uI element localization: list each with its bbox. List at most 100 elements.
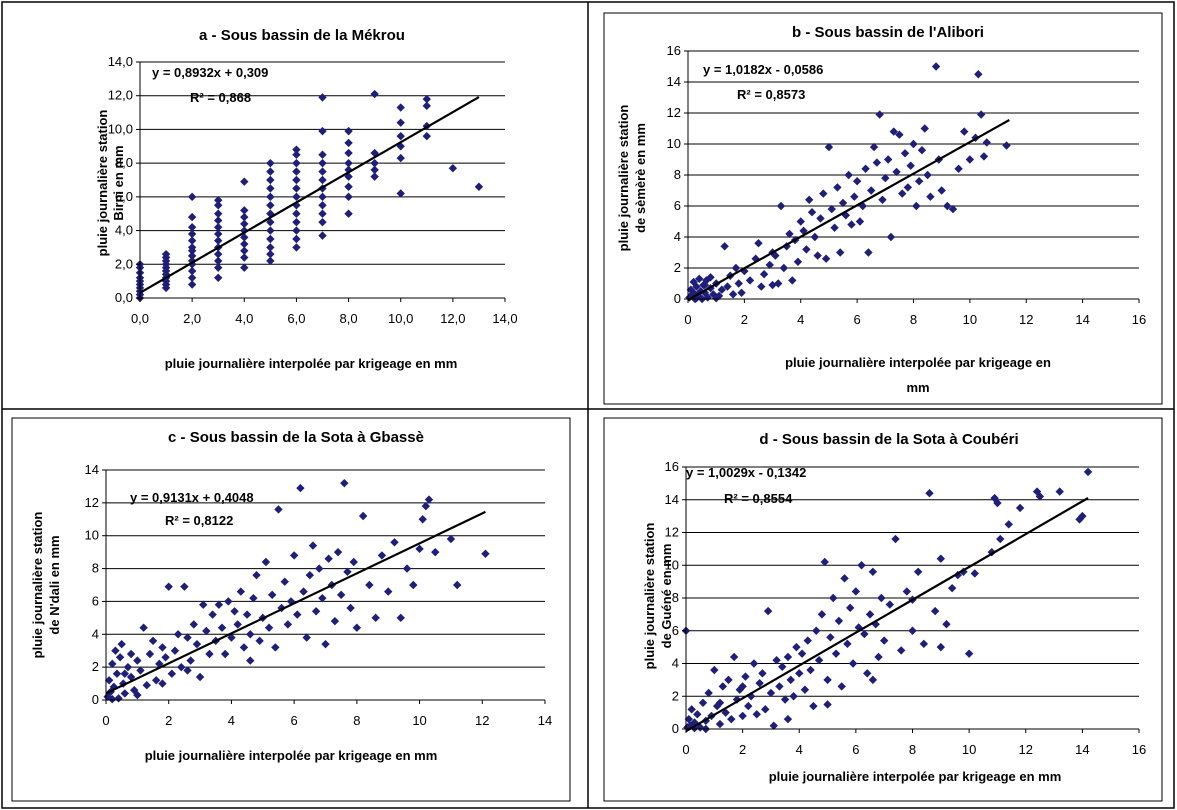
chart-a-point (292, 184, 301, 193)
chart-a-point (266, 256, 275, 266)
chart-d-title: d - Sous bassin de la Sota à Coubéri (759, 431, 1018, 448)
chart-a-point (292, 226, 301, 235)
chart-b-y-tick-label: 8 (674, 167, 681, 182)
chart-d-x-label: pluie journalière interpolée par krigeag… (769, 769, 1062, 784)
chart-d-point (783, 714, 793, 724)
chart-b-border (603, 12, 1163, 405)
chart-a-point (266, 243, 275, 252)
chart-a-point (266, 201, 275, 210)
chart-a: a - Sous bassin de la Mékrou 0,0 2,0 4,0 6,… (95, 27, 518, 371)
chart-c-point (289, 551, 299, 560)
chart-a-point (318, 192, 327, 202)
chart-d-point (851, 587, 861, 596)
chart-d-y-tick-label: 14 (665, 492, 679, 507)
chart-c-point (415, 544, 424, 554)
chart-b-point (807, 208, 817, 217)
chart-b-point (847, 220, 856, 229)
chart-b-point (696, 287, 705, 296)
chart-d-point (953, 570, 962, 580)
chart-d-point (1015, 503, 1025, 513)
chart-c-point (377, 551, 387, 560)
chart-d-x-ticks: 0 2 4 6 8 10 12 14 16 (682, 729, 1146, 757)
chart-c-point (255, 636, 264, 646)
chart-c-point (418, 515, 427, 524)
chart-b-x-ticks: 0 2 4 6 8 10 12 14 16 (684, 299, 1146, 327)
chart-b-point (982, 138, 991, 147)
chart-d-point (829, 593, 838, 603)
chart-c-point (108, 694, 117, 704)
chart-c-y-label-line2: de N'dali en mm (47, 535, 62, 634)
chart-c-point (183, 666, 192, 675)
chart-a-point (292, 158, 301, 168)
chart-a-point (214, 201, 223, 210)
chart-c-point (402, 564, 412, 573)
chart-b-regression-line (687, 119, 1010, 301)
chart-b-point (771, 251, 780, 260)
chart-a-y-tick-label: 6,0 (115, 189, 133, 204)
chart-a-point (187, 212, 197, 222)
chart-b-point (855, 217, 865, 226)
chart-d-point (871, 620, 880, 629)
chart-a-point (396, 103, 405, 112)
chart-b-point (926, 192, 935, 201)
chart-b-y-tick-label: 6 (674, 198, 681, 213)
chart-a-point (370, 172, 379, 181)
chart-c-point (330, 616, 340, 626)
chart-b-point (931, 62, 941, 71)
chart-b-point (799, 226, 808, 235)
chart-b-point (776, 201, 786, 211)
chart-a-point (187, 236, 197, 245)
chart-d-point (840, 574, 849, 583)
chart-c-point (220, 649, 230, 659)
chart-d-point (715, 698, 725, 707)
chart-c-x-tick-label: 14 (538, 713, 552, 728)
chart-a-point (344, 192, 353, 202)
chart-d-x-tick-label: 2 (739, 742, 746, 757)
chart-a-y-tick-label: 12,0 (108, 88, 133, 103)
chart-a-point (240, 239, 249, 249)
chart-b-y-tick-label: 10 (667, 136, 681, 151)
chart-d-point (925, 489, 934, 498)
chart-a-point (396, 153, 405, 163)
chart-d-point (959, 567, 968, 576)
chart-b-point (914, 177, 924, 186)
chart-d-point (823, 675, 832, 685)
chart-b-x-tick-label: 16 (1132, 312, 1146, 327)
chart-b-point (906, 161, 915, 170)
chart-d-border (603, 417, 1163, 802)
chart-b-point (960, 127, 969, 136)
chart-b-point (765, 260, 774, 270)
chart-a-point (318, 167, 327, 176)
chart-c-x-tick-label: 10 (412, 713, 426, 728)
chart-d-x-tick-label: 14 (1075, 742, 1089, 757)
chart-d-point (778, 662, 787, 671)
chart-c-point (139, 623, 148, 632)
chart-a-point (292, 167, 301, 176)
chart-a-title: a - Sous bassin de la Mékrou (199, 27, 405, 44)
chart-b-point (872, 158, 882, 167)
chart-a-point (214, 256, 223, 266)
chart-c-point (321, 639, 330, 649)
chart-d-point (772, 656, 781, 665)
chart-b-point (816, 214, 825, 223)
chart-c-y-tick-label: 10 (85, 528, 99, 543)
chart-a-point (448, 164, 458, 173)
chart-b-point (943, 201, 952, 211)
chart-d-point (715, 719, 725, 729)
chart-d: d - Sous bassin de la Sota à Coubéri 0 2 4… (642, 431, 1146, 784)
chart-a-point (318, 158, 327, 168)
chart-c-point (133, 690, 142, 700)
chart-d-point (817, 610, 827, 619)
chart-c-point (249, 593, 258, 603)
chart-a-point (214, 196, 223, 205)
chart-d-point (908, 626, 917, 635)
chart-d-point (800, 685, 810, 694)
chart-c-point (189, 620, 198, 629)
chart-c-y-tick-label: 8 (92, 561, 99, 576)
chart-c-point (396, 613, 405, 623)
chart-c-regression-line (105, 510, 486, 695)
chart-b-point (692, 294, 701, 303)
chart-a-point (292, 217, 301, 227)
chart-d-x-tick-label: 16 (1132, 742, 1146, 757)
